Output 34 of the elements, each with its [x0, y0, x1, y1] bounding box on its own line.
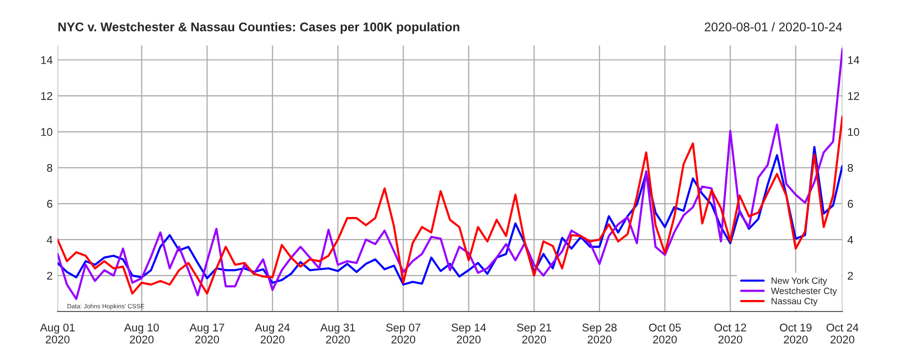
- y2-tick-label: 14: [848, 56, 860, 64]
- x-tick-label: Aug 31 2020: [320, 324, 355, 344]
- chart-title: NYC v. Westchester & Nassau Counties: Cases per 100K population: [58, 22, 460, 34]
- chart-subtitle: 2020-08-01 / 2020-10-24: [704, 22, 842, 32]
- y2-tick-label: 12: [848, 92, 860, 100]
- x-tick-label: Sep 28 2020: [582, 324, 617, 344]
- x-tick-label: Aug 24 2020: [254, 324, 290, 344]
- line-series: [58, 115, 842, 295]
- line-series: [58, 146, 842, 286]
- y2-tick-label: 2: [848, 272, 853, 280]
- y2-tick-label: 4: [848, 236, 854, 244]
- y-tick-label: 6: [47, 200, 52, 208]
- x-tick-label: Oct 24 2020: [826, 324, 858, 344]
- x-tick-label: Sep 21 2020: [516, 324, 552, 344]
- x-tick-label: Oct 12 2020: [714, 324, 746, 344]
- y-tick-label: 4: [46, 236, 52, 244]
- legend-label: Westchester Cty: [770, 287, 837, 296]
- x-tick-label: Aug 17 2020: [190, 324, 224, 344]
- y-tick-label: 8: [47, 164, 52, 172]
- x-tick-label: Sep 14 2020: [452, 324, 486, 344]
- x-tick-label: Oct 05 2020: [649, 324, 681, 344]
- y-tick-label: 12: [41, 92, 52, 100]
- y2-tick-label: 8: [848, 164, 853, 172]
- x-tick-label: Aug 01 2020: [40, 324, 75, 344]
- y2-tick-label: 10: [848, 128, 860, 136]
- x-tick-label: Sep 07 2020: [386, 324, 420, 344]
- legend-label: New York City: [772, 277, 828, 286]
- y-tick-label: 14: [41, 56, 52, 64]
- x-tick-label: Oct 19 2020: [780, 324, 812, 344]
- y-tick-label: 10: [41, 128, 52, 136]
- x-tick-label: Aug 10 2020: [124, 324, 159, 344]
- y2-tick-label: 6: [848, 200, 853, 208]
- y-tick-label: 2: [47, 272, 52, 280]
- legend-label: Nassau Cty: [772, 298, 818, 306]
